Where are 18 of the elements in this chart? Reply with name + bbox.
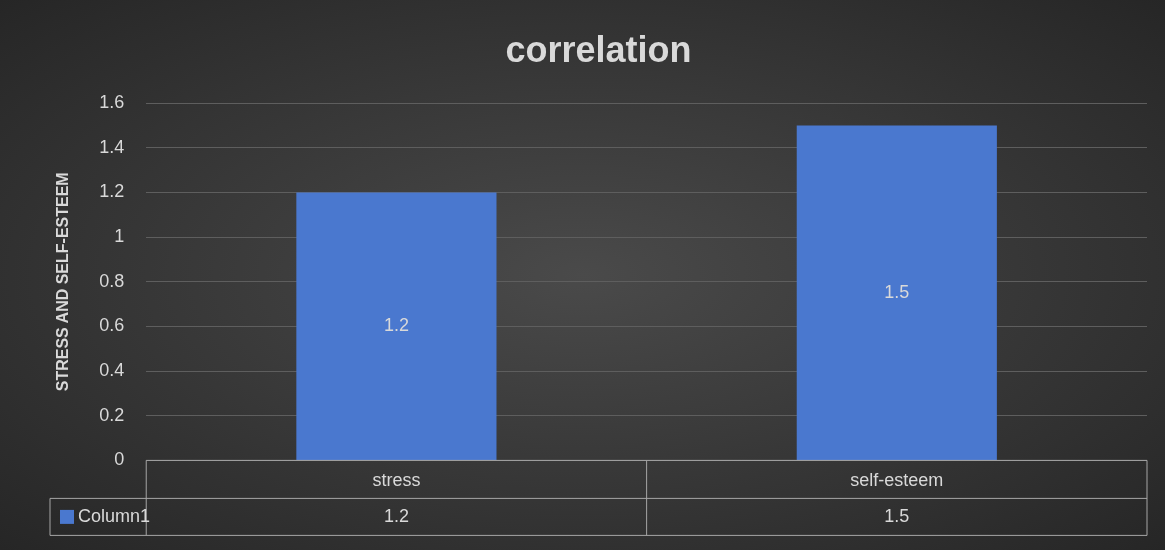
x-tick-label: stress	[372, 470, 421, 491]
y-tick-label: 1	[114, 226, 125, 247]
data-label: 1.2	[383, 505, 409, 526]
annotation: 1.2	[383, 315, 409, 336]
x-tick-label: self-esteem	[850, 470, 944, 491]
y-axis-title: STRESS AND SELF-ESTEEM	[54, 172, 72, 392]
y-tick-label: 1.2	[99, 181, 125, 202]
chart-title: correlation	[505, 28, 692, 70]
annotation: 1.5	[884, 281, 910, 302]
y-tick-label: 1.4	[99, 136, 125, 157]
y-tick-label: 0.6	[99, 315, 125, 336]
y-tick-label: 0.2	[99, 404, 125, 425]
y-tick-label: 0.4	[99, 360, 125, 381]
y-tick-label: 1.6	[99, 92, 125, 113]
legend-label: Column1	[78, 505, 151, 526]
y-tick-label: 0	[114, 449, 125, 470]
y-tick-label: 0.8	[99, 270, 125, 291]
data-label: 1.5	[884, 505, 910, 526]
